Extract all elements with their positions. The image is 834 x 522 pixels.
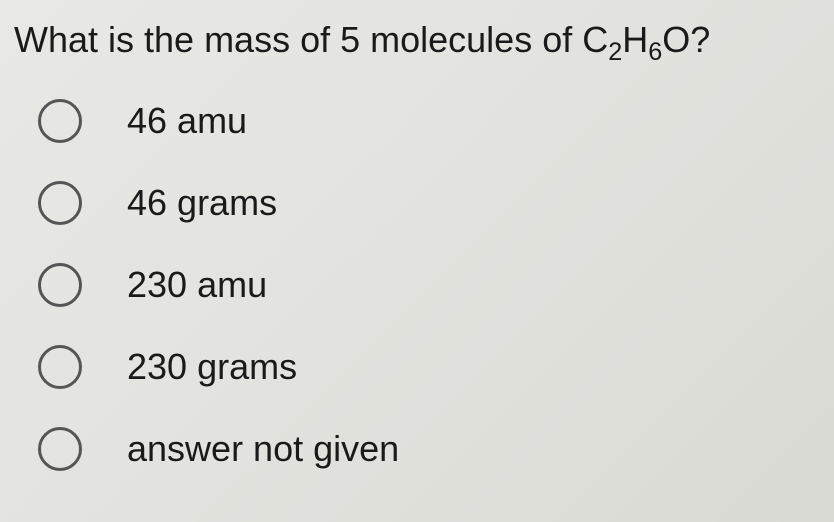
formula-subscript-1: 2 [608,38,622,66]
radio-icon[interactable] [38,345,82,389]
question-prefix: What is the mass of 5 molecules of C [14,19,608,60]
question-text: What is the mass of 5 molecules of C2H6O… [0,0,834,99]
radio-icon[interactable] [38,263,82,307]
option-2[interactable]: 46 grams [38,181,834,225]
radio-icon[interactable] [38,99,82,143]
radio-icon[interactable] [38,181,82,225]
option-label: 230 amu [127,264,267,306]
option-5[interactable]: answer not given [38,427,834,471]
quiz-container: What is the mass of 5 molecules of C2H6O… [0,0,834,522]
option-label: 230 grams [127,346,297,388]
question-suffix: O? [662,19,710,60]
option-label: 46 amu [127,100,247,142]
question-mid: H [622,19,648,60]
option-1[interactable]: 46 amu [38,99,834,143]
radio-icon[interactable] [38,427,82,471]
option-3[interactable]: 230 amu [38,263,834,307]
option-label: 46 grams [127,182,277,224]
option-4[interactable]: 230 grams [38,345,834,389]
option-label: answer not given [127,428,399,470]
formula-subscript-2: 6 [648,38,662,66]
options-list: 46 amu 46 grams 230 amu 230 grams answer… [0,99,834,471]
